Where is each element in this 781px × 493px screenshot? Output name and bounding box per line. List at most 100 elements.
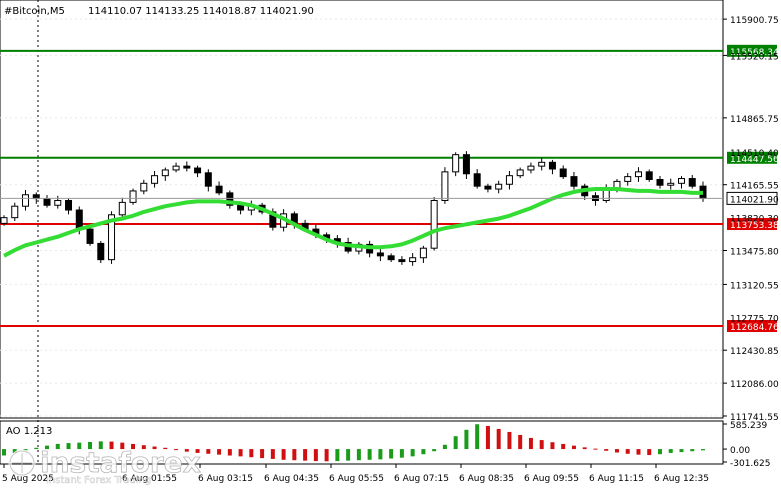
candle-body <box>194 167 202 174</box>
current-price-box <box>726 191 778 205</box>
ao-bar <box>604 449 609 451</box>
watermark-tagline: Instant Forex Trading <box>46 475 151 486</box>
candle-body <box>688 178 696 187</box>
ao-bar <box>195 449 200 453</box>
ao-tick-label: 585.239 <box>730 421 767 431</box>
ao-bar <box>614 449 619 453</box>
candle-body <box>204 172 212 187</box>
ao-bar <box>475 424 480 450</box>
ao-bar <box>131 443 136 450</box>
moving-average-line <box>3 187 703 258</box>
candle-body <box>161 169 169 177</box>
ao-bar <box>679 449 684 453</box>
ao-bar <box>690 449 695 452</box>
ao-bar <box>12 449 17 453</box>
ao-bar <box>668 449 673 453</box>
time-tick-label: 6 Aug 09:55 <box>524 474 579 484</box>
level-label-bg <box>727 151 777 164</box>
candle-body <box>462 154 470 175</box>
ao-bar <box>518 434 523 450</box>
ao-bar <box>324 449 329 462</box>
candle-body <box>54 199 62 206</box>
level-label-bg <box>727 319 777 332</box>
candle-body <box>538 161 546 167</box>
price-tick-label: 113820.30 <box>730 215 779 225</box>
candle-body <box>505 175 513 185</box>
ao-bar <box>120 442 125 450</box>
chart-ohlc: 114110.07 114133.25 114018.87 114021.90 <box>88 6 314 17</box>
price-tick-label: 113475.80 <box>730 248 779 258</box>
price-tick-label: 112775.70 <box>730 314 779 324</box>
ao-histogram <box>2 424 705 462</box>
ao-bar <box>77 442 82 450</box>
candle-body <box>226 192 234 206</box>
ao-bar <box>184 449 189 452</box>
ao-bar <box>260 449 265 459</box>
ao-bar <box>442 444 447 450</box>
level-label: 115568.34 <box>730 48 779 58</box>
candle-body <box>430 199 438 249</box>
ao-bar <box>34 447 39 450</box>
ao-bar <box>378 449 383 460</box>
candle-body <box>495 183 503 190</box>
ao-bar <box>163 447 168 450</box>
ao-bar <box>507 431 512 450</box>
ao-bar <box>453 436 458 450</box>
price-tick-label: 115520.15 <box>730 52 779 62</box>
ao-bar <box>238 449 243 457</box>
ao-bar <box>206 449 211 454</box>
ao-bar <box>152 446 157 450</box>
candle-body <box>151 175 159 184</box>
level-label-bg <box>727 218 777 231</box>
ao-bar <box>528 437 533 450</box>
ao-panel <box>0 420 724 465</box>
ao-bar <box>367 449 372 460</box>
candle-body <box>215 185 223 194</box>
ao-bar <box>561 443 566 450</box>
ao-bar <box>701 449 705 451</box>
candle-body <box>140 182 148 192</box>
ao-bar <box>432 449 437 452</box>
time-tick-label: 6 Aug 11:15 <box>589 474 644 484</box>
ao-bar <box>582 447 587 450</box>
candle-body <box>548 161 556 170</box>
candle-body <box>65 199 73 211</box>
ao-bar <box>217 449 222 455</box>
ao-bar <box>281 449 286 460</box>
time-tick-label: 6 Aug 07:15 <box>394 474 449 484</box>
levels: 115568.34 114447.56 113753.38 112684.76 <box>0 44 779 333</box>
candle-body <box>387 255 395 261</box>
time-tick-label: 5 Aug 2025 <box>2 474 54 484</box>
grid <box>0 18 723 417</box>
candle-body <box>656 178 664 186</box>
price-tick-label: 114510.40 <box>730 149 779 159</box>
ao-bar <box>485 425 490 450</box>
candle-body <box>570 176 578 187</box>
candle-body <box>0 217 8 224</box>
candle-body <box>527 165 535 171</box>
ao-bar <box>539 440 544 450</box>
candle-body <box>22 194 30 207</box>
current-price-label: 114021.90 <box>730 195 779 205</box>
ao-bar <box>303 449 308 461</box>
ao-bar <box>625 449 630 454</box>
candle-body <box>376 252 384 257</box>
time-tick-label: 6 Aug 04:35 <box>264 474 319 484</box>
candle-body <box>409 257 417 263</box>
ao-tick-label: -301.625 <box>730 459 770 469</box>
ao-bar <box>464 429 469 450</box>
ao-bar <box>45 445 50 450</box>
instaforex-logo: instaforex Instant Forex Trading <box>8 446 201 486</box>
candle-body <box>624 176 632 182</box>
time-tick-label: 6 Aug 12:35 <box>654 474 709 484</box>
ao-bar <box>98 441 103 450</box>
price-tick-label: 115900.75 <box>730 16 779 26</box>
candle-body <box>398 259 406 263</box>
candle-body <box>419 247 427 259</box>
candle-body <box>484 185 492 190</box>
ao-label: AO 1.213 <box>6 426 52 437</box>
price-tick-label: 111741.55 <box>730 413 779 423</box>
candle-body <box>559 168 567 178</box>
ao-bar <box>335 449 340 462</box>
candle-body <box>452 154 460 173</box>
